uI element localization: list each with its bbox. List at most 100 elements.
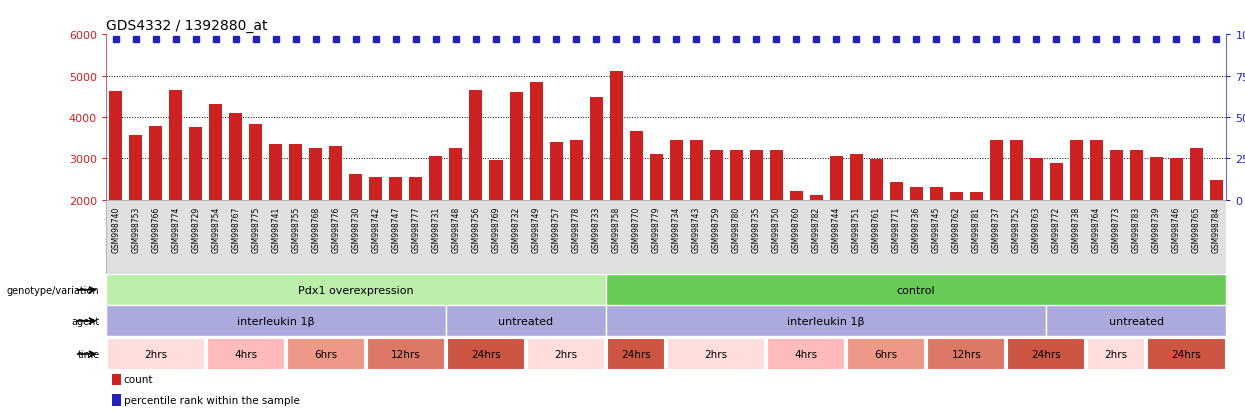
Bar xyxy=(207,338,285,370)
Text: 24hrs: 24hrs xyxy=(1031,349,1061,359)
Bar xyxy=(809,196,823,283)
Bar xyxy=(667,338,766,370)
Bar xyxy=(710,151,722,283)
Text: GSM998781: GSM998781 xyxy=(971,206,981,252)
Bar xyxy=(549,142,563,283)
Text: 24hrs: 24hrs xyxy=(621,349,651,359)
Text: GSM998776: GSM998776 xyxy=(331,206,340,252)
Bar xyxy=(950,192,962,283)
Bar xyxy=(330,147,342,283)
Bar xyxy=(106,275,606,306)
Text: GSM998749: GSM998749 xyxy=(532,206,540,252)
Text: GSM998782: GSM998782 xyxy=(812,206,820,252)
Text: GSM998766: GSM998766 xyxy=(152,206,161,252)
Text: 4hrs: 4hrs xyxy=(234,349,258,359)
Text: 4hrs: 4hrs xyxy=(794,349,818,359)
Bar xyxy=(1050,163,1063,283)
Text: GSM998747: GSM998747 xyxy=(391,206,401,252)
Text: 12hrs: 12hrs xyxy=(951,349,981,359)
Bar xyxy=(509,93,523,283)
Text: GSM998732: GSM998732 xyxy=(512,206,520,252)
Bar xyxy=(606,275,1226,306)
Text: GSM998774: GSM998774 xyxy=(172,206,181,252)
Text: untreated: untreated xyxy=(498,316,554,326)
Text: GSM998733: GSM998733 xyxy=(591,206,600,252)
Bar xyxy=(610,72,622,283)
Bar xyxy=(469,91,483,283)
Bar xyxy=(690,141,702,283)
Bar xyxy=(209,104,223,283)
Bar xyxy=(606,306,1046,337)
Bar xyxy=(650,155,662,283)
Text: GSM998757: GSM998757 xyxy=(552,206,560,252)
Text: GSM998770: GSM998770 xyxy=(631,206,641,252)
Bar xyxy=(1089,141,1103,283)
Text: GSM998742: GSM998742 xyxy=(371,206,381,252)
Text: GSM998756: GSM998756 xyxy=(472,206,481,252)
Bar xyxy=(630,132,642,283)
Bar xyxy=(569,141,583,283)
Text: GSM998753: GSM998753 xyxy=(131,206,141,252)
Bar xyxy=(529,83,543,283)
Text: Pdx1 overexpression: Pdx1 overexpression xyxy=(298,285,413,295)
Bar xyxy=(769,151,783,283)
Text: GSM998779: GSM998779 xyxy=(651,206,661,252)
Text: GSM998740: GSM998740 xyxy=(111,206,121,252)
Bar xyxy=(449,149,462,283)
Bar xyxy=(106,306,446,337)
Text: 2hrs: 2hrs xyxy=(554,349,578,359)
Bar xyxy=(447,338,525,370)
Text: GSM998734: GSM998734 xyxy=(671,206,681,252)
Bar xyxy=(169,91,182,283)
Text: GSM998765: GSM998765 xyxy=(1191,206,1201,252)
Text: GSM998784: GSM998784 xyxy=(1211,206,1221,252)
Text: 24hrs: 24hrs xyxy=(1172,349,1201,359)
Text: GSM998764: GSM998764 xyxy=(1092,206,1101,252)
Text: GSM998752: GSM998752 xyxy=(1012,206,1021,252)
Bar xyxy=(310,148,322,283)
Bar xyxy=(446,306,606,337)
Bar xyxy=(829,157,843,283)
Bar xyxy=(910,187,923,283)
Text: count: count xyxy=(123,375,153,385)
Bar xyxy=(870,160,883,283)
Bar xyxy=(367,338,446,370)
Bar xyxy=(928,338,1006,370)
Text: GSM998763: GSM998763 xyxy=(1032,206,1041,252)
Bar xyxy=(189,128,203,283)
Text: untreated: untreated xyxy=(1109,316,1164,326)
Text: GSM998750: GSM998750 xyxy=(772,206,781,252)
Text: GSM998778: GSM998778 xyxy=(571,206,580,252)
Text: GSM998775: GSM998775 xyxy=(251,206,260,252)
Bar xyxy=(229,114,243,283)
Text: GSM998773: GSM998773 xyxy=(1112,206,1120,252)
Bar xyxy=(112,394,121,406)
Bar xyxy=(430,157,442,283)
Text: percentile rank within the sample: percentile rank within the sample xyxy=(123,395,300,405)
Text: GSM998754: GSM998754 xyxy=(212,206,220,252)
Text: agent: agent xyxy=(71,316,100,326)
Bar xyxy=(149,127,162,283)
Text: GSM998745: GSM998745 xyxy=(931,206,941,252)
Text: GSM998780: GSM998780 xyxy=(732,206,741,252)
Text: interleukin 1β: interleukin 1β xyxy=(787,316,865,326)
Bar xyxy=(489,161,503,283)
Bar xyxy=(286,338,365,370)
Bar xyxy=(289,145,303,283)
Text: GSM998739: GSM998739 xyxy=(1152,206,1160,252)
Text: GDS4332 / 1392880_at: GDS4332 / 1392880_at xyxy=(106,19,268,33)
Text: GSM998746: GSM998746 xyxy=(1172,206,1180,252)
Text: GSM998772: GSM998772 xyxy=(1052,206,1061,252)
Bar xyxy=(110,92,122,283)
Bar xyxy=(1170,159,1183,283)
Bar xyxy=(370,177,382,283)
Bar xyxy=(527,338,605,370)
Text: GSM998730: GSM998730 xyxy=(351,206,361,252)
Bar xyxy=(1150,157,1163,283)
Bar xyxy=(112,374,121,385)
Bar xyxy=(249,124,263,283)
Bar xyxy=(390,177,402,283)
Bar xyxy=(730,151,742,283)
Text: GSM998759: GSM998759 xyxy=(712,206,721,252)
Text: 2hrs: 2hrs xyxy=(1104,349,1128,359)
